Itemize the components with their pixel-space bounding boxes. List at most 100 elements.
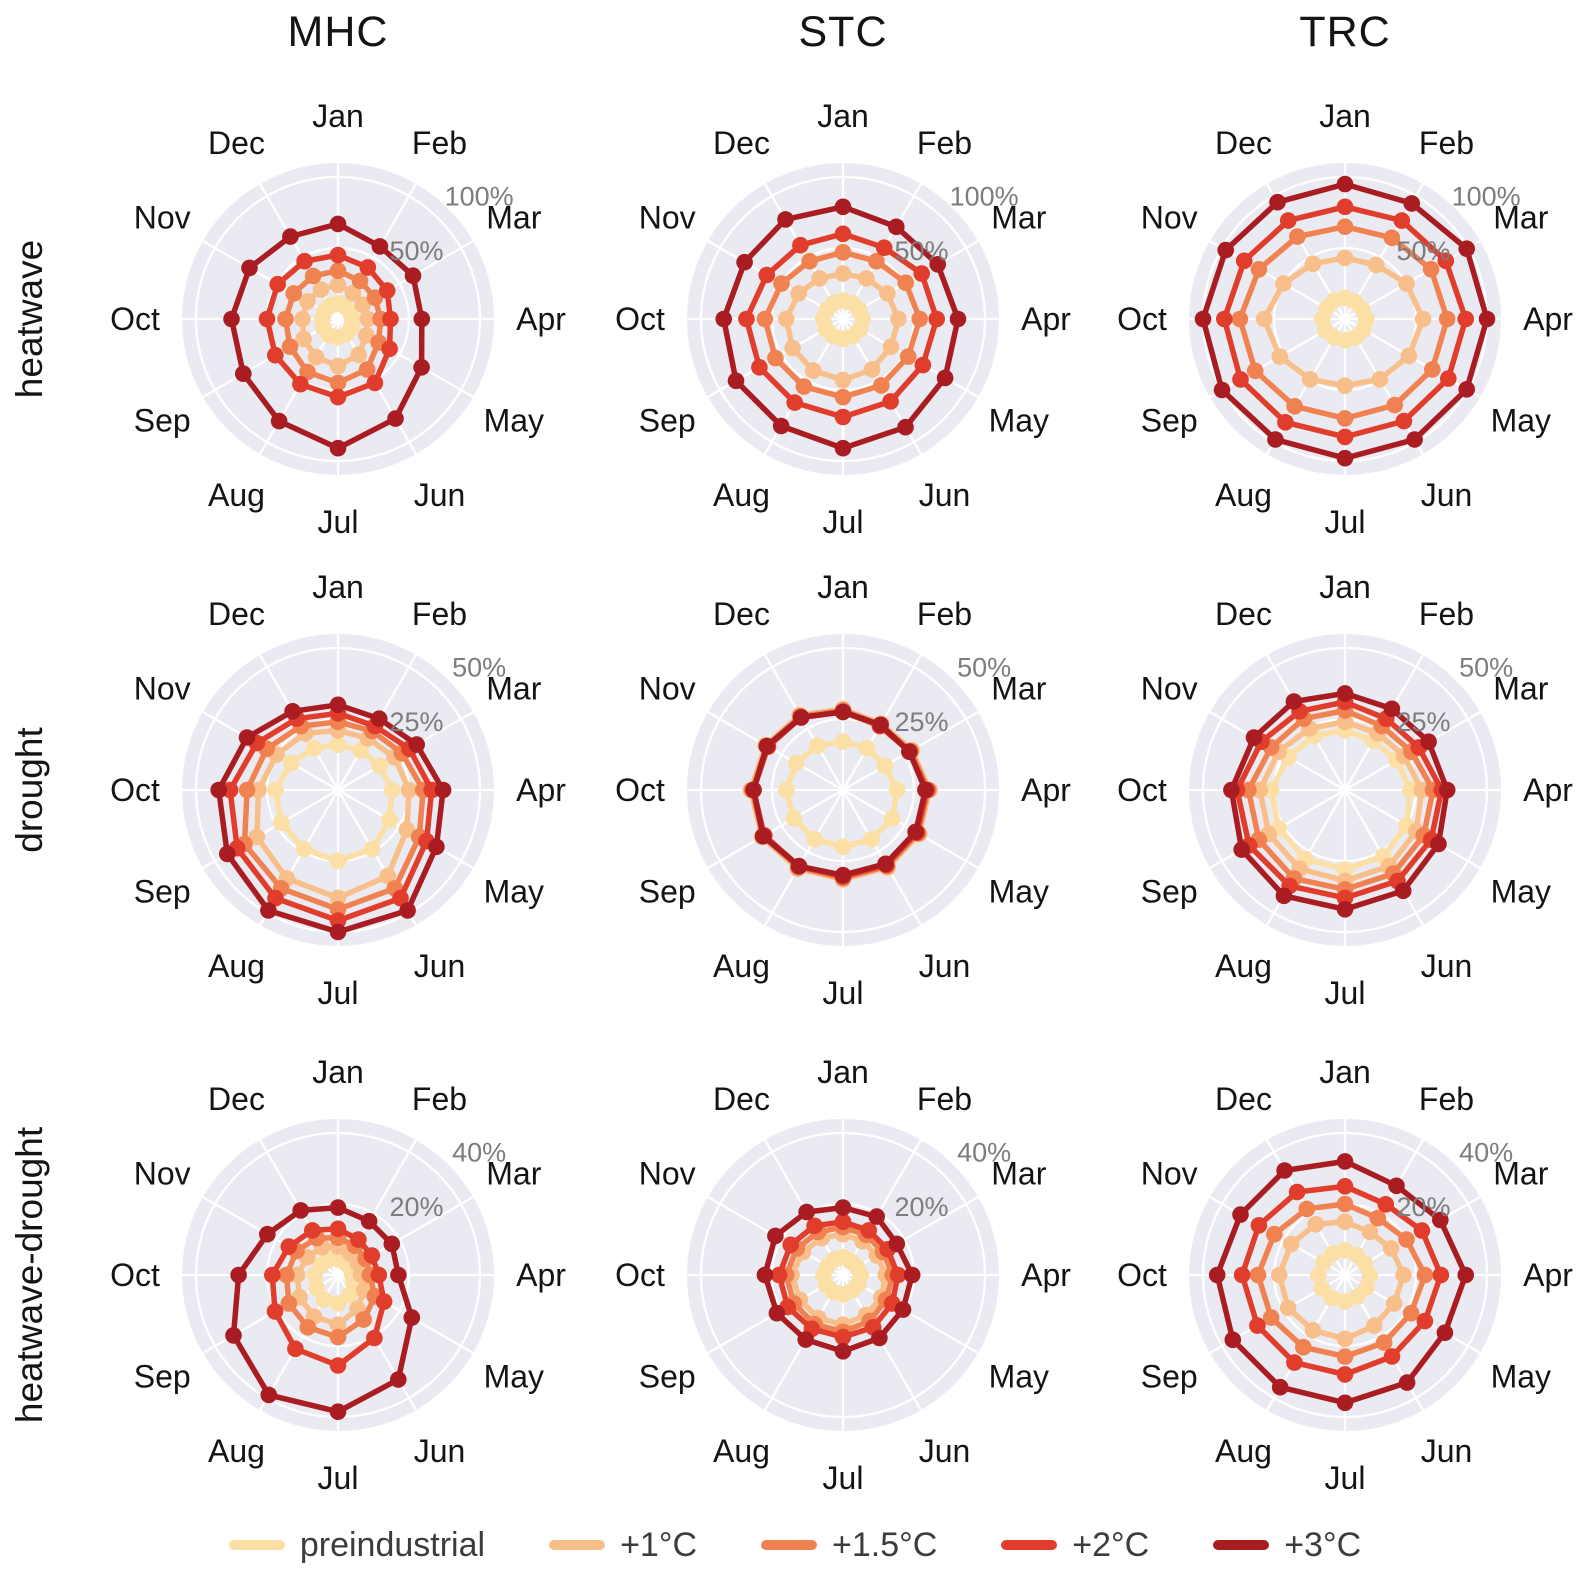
data-point-marker bbox=[329, 1357, 347, 1374]
data-point-marker bbox=[264, 1266, 281, 1284]
data-point-marker bbox=[1336, 175, 1354, 193]
data-point-marker bbox=[250, 781, 267, 799]
month-label-Mar: Mar bbox=[486, 1156, 541, 1192]
month-label-Sep: Sep bbox=[639, 403, 696, 439]
data-point-marker bbox=[1208, 1266, 1226, 1284]
series-+2°C bbox=[738, 225, 945, 426]
data-point-marker bbox=[1398, 1231, 1415, 1248]
data-point-marker bbox=[379, 867, 397, 885]
data-point-marker bbox=[1402, 1304, 1420, 1322]
data-point-marker bbox=[413, 359, 430, 376]
data-point-marker bbox=[219, 845, 236, 863]
data-point-marker bbox=[738, 310, 755, 328]
data-point-marker bbox=[378, 282, 396, 299]
data-point-marker bbox=[1255, 310, 1273, 328]
month-label-Jul: Jul bbox=[1325, 1460, 1366, 1496]
month-label-Dec: Dec bbox=[713, 1081, 770, 1117]
month-label-May: May bbox=[989, 1359, 1049, 1395]
month-label-Nov: Nov bbox=[639, 1156, 696, 1192]
rtick-label-100%: 100% bbox=[1452, 181, 1521, 211]
month-label-May: May bbox=[1491, 403, 1551, 439]
data-point-marker bbox=[797, 1331, 814, 1348]
data-point-marker bbox=[280, 1295, 298, 1312]
data-point-marker bbox=[1289, 228, 1306, 245]
month-label-Aug: Aug bbox=[1215, 948, 1272, 984]
data-point-marker bbox=[1250, 261, 1268, 278]
data-point-marker bbox=[834, 1199, 852, 1216]
data-point-marker bbox=[1246, 362, 1264, 380]
month-label-Jul: Jul bbox=[318, 1460, 359, 1496]
month-label-Feb: Feb bbox=[917, 596, 972, 632]
data-point-marker bbox=[834, 198, 852, 216]
data-point-marker bbox=[1398, 1374, 1416, 1391]
data-point-marker bbox=[1213, 381, 1231, 399]
month-label-Jun: Jun bbox=[414, 948, 466, 984]
data-point-marker bbox=[329, 1316, 347, 1333]
center-dot bbox=[332, 313, 344, 325]
month-label-May: May bbox=[1491, 874, 1551, 910]
data-point-marker bbox=[1336, 1330, 1354, 1348]
month-label-Dec: Dec bbox=[208, 596, 265, 632]
legend-label: +3°C bbox=[1284, 1525, 1362, 1564]
outer-spine-ring bbox=[1187, 161, 1503, 477]
data-point-marker bbox=[363, 1247, 381, 1264]
data-point-marker bbox=[210, 781, 227, 799]
data-point-marker bbox=[1271, 1378, 1289, 1396]
legend-label: preindustrial bbox=[299, 1525, 486, 1564]
row-label-heatwave: heatwave bbox=[9, 239, 50, 399]
data-point-marker bbox=[863, 361, 881, 378]
data-point-marker bbox=[1375, 1334, 1393, 1351]
data-point-marker bbox=[871, 1329, 888, 1347]
data-point-marker bbox=[1438, 781, 1456, 799]
data-point-marker bbox=[344, 284, 362, 302]
series-+1°C bbox=[248, 722, 418, 907]
data-point-marker bbox=[899, 348, 917, 365]
month-label-Feb: Feb bbox=[412, 596, 467, 632]
data-point-marker bbox=[329, 1328, 347, 1346]
outer-spine-ring bbox=[685, 1117, 1001, 1433]
polar-chart-drought-MHC: Jan Feb Mar Apr May Jun Jul Aug Sep Oct Nov Dec 25% 5… bbox=[110, 569, 566, 1011]
data-point-marker bbox=[235, 365, 252, 383]
data-point-marker bbox=[863, 830, 880, 848]
data-point-marker bbox=[888, 218, 905, 236]
month-label-Dec: Dec bbox=[713, 596, 770, 632]
data-point-marker bbox=[792, 236, 809, 254]
data-point-marker bbox=[1336, 1293, 1354, 1310]
data-point-marker bbox=[383, 1235, 401, 1253]
series-+3°C bbox=[223, 215, 431, 457]
data-point-marker bbox=[381, 340, 398, 358]
series-+1.5°C bbox=[1231, 218, 1456, 427]
data-point-marker bbox=[1249, 1317, 1266, 1334]
series-+3°C bbox=[756, 1199, 921, 1360]
data-point-marker bbox=[1336, 1195, 1354, 1213]
data-point-marker bbox=[1266, 1225, 1283, 1243]
data-point-marker bbox=[321, 297, 339, 314]
month-label-Mar: Mar bbox=[486, 671, 541, 707]
grid-spoke bbox=[763, 789, 844, 927]
data-point-marker bbox=[1394, 882, 1412, 900]
data-point-marker bbox=[370, 1266, 388, 1284]
polar-chart-heatwave-drought-TRC: Jan Feb Mar Apr May Jun Jul Aug Sep Oct Nov Dec 20% 4… bbox=[1117, 1054, 1573, 1496]
data-point-marker bbox=[877, 855, 894, 873]
month-label-Aug: Aug bbox=[1215, 477, 1272, 513]
month-label-Jan: Jan bbox=[1319, 569, 1371, 605]
data-point-marker bbox=[1420, 733, 1437, 750]
data-point-marker bbox=[315, 1291, 333, 1308]
data-point-marker bbox=[1366, 1317, 1383, 1334]
month-label-Dec: Dec bbox=[1215, 596, 1272, 632]
month-label-Dec: Dec bbox=[1215, 125, 1272, 161]
data-point-marker bbox=[756, 1266, 774, 1284]
data-point-marker bbox=[359, 259, 377, 276]
outer-spine-ring bbox=[180, 161, 496, 477]
month-label-Apr: Apr bbox=[1523, 1257, 1573, 1293]
data-point-marker bbox=[403, 1309, 421, 1326]
legend-label: +1°C bbox=[620, 1525, 697, 1564]
month-label-Mar: Mar bbox=[991, 671, 1046, 707]
data-point-marker bbox=[287, 1340, 304, 1358]
data-point-marker bbox=[767, 1227, 784, 1245]
data-point-marker bbox=[1416, 1266, 1434, 1284]
rtick-label-50%: 50% bbox=[894, 236, 948, 266]
data-point-marker bbox=[1231, 310, 1249, 328]
series-+3°C bbox=[1208, 1153, 1474, 1412]
data-point-marker bbox=[387, 410, 404, 427]
